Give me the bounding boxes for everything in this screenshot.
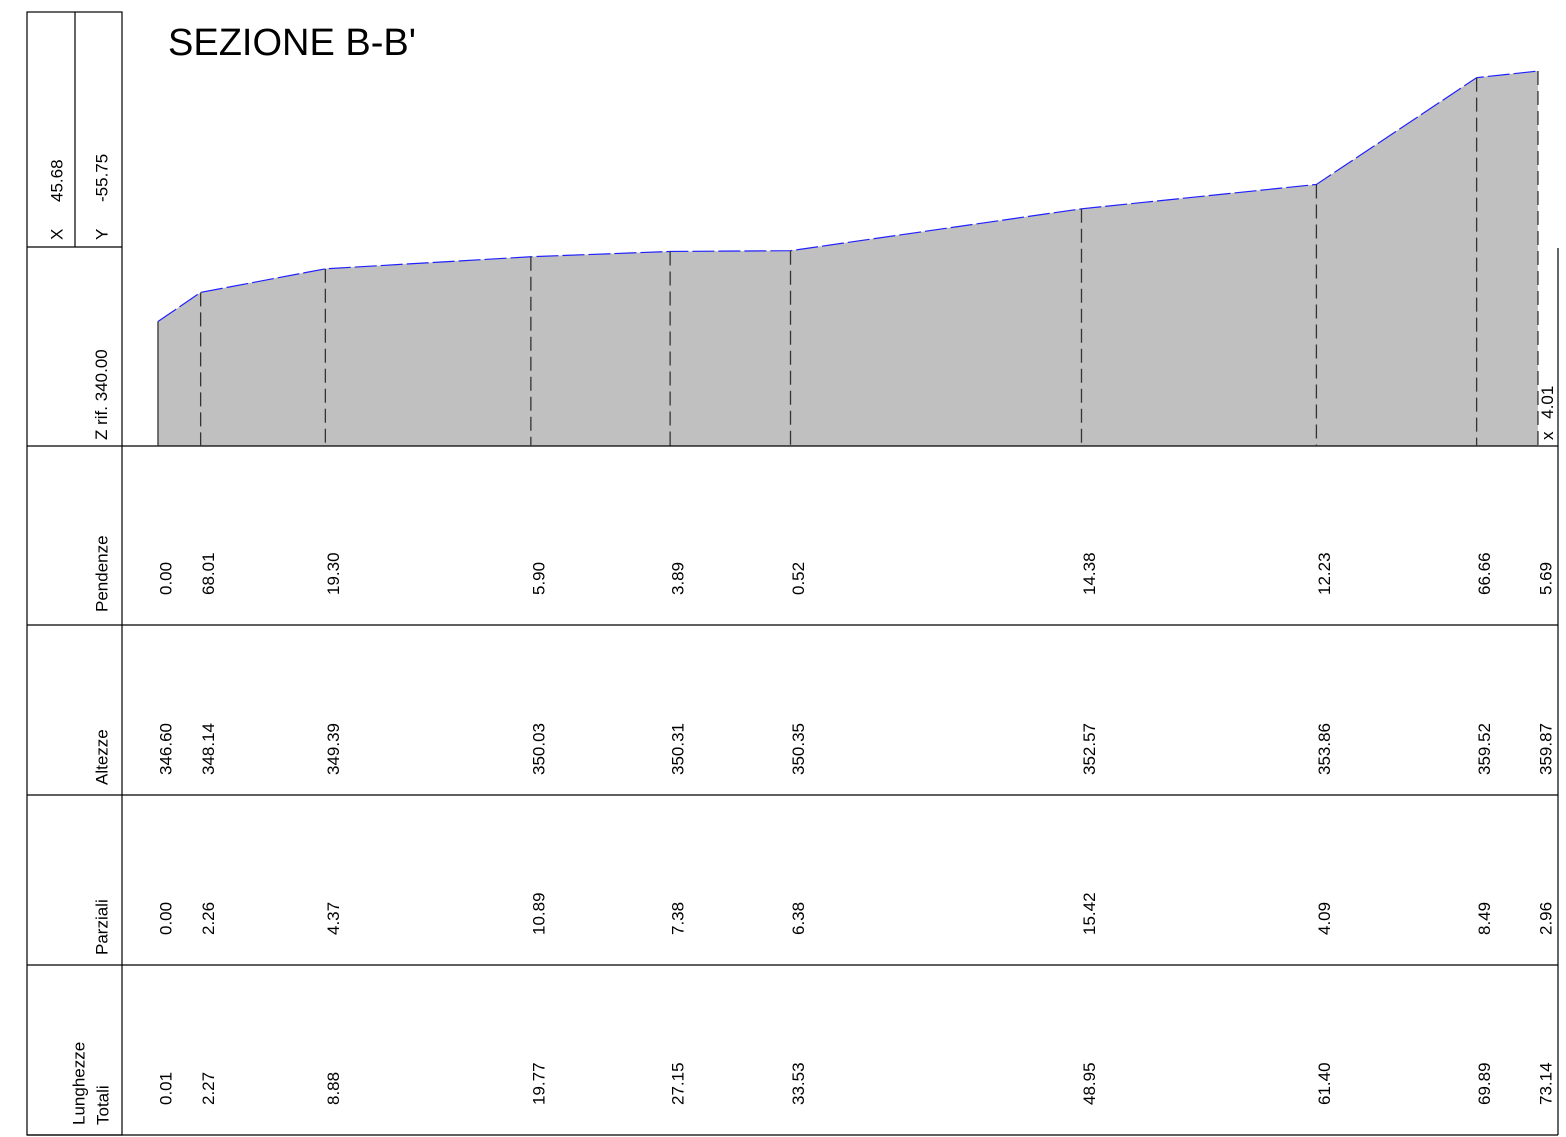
- row-label: Totali: [93, 1085, 112, 1125]
- totale-value: 0.01: [156, 1072, 175, 1105]
- pendenza-value: 66.66: [1475, 552, 1494, 595]
- ground-area: [157, 71, 1538, 446]
- pendenza-value: 5.69: [1536, 562, 1555, 595]
- ground-line: [157, 70, 1539, 322]
- row-label: Lunghezze: [69, 1042, 88, 1125]
- y-label: Y: [92, 229, 111, 240]
- z-value: 340.00: [92, 349, 111, 401]
- altezza-value: 359.87: [1536, 723, 1555, 775]
- totale-value: 2.27: [199, 1072, 218, 1105]
- frame: [26, 11, 1559, 1136]
- altezza-value: 348.14: [199, 723, 218, 775]
- altezza-value: 350.31: [669, 723, 688, 775]
- parziale-value: 2.26: [199, 902, 218, 935]
- side-value: 4.01: [1538, 386, 1557, 419]
- altezza-value: 353.86: [1315, 723, 1334, 775]
- totale-value: 19.77: [529, 1062, 548, 1105]
- side-note: x 4.01: [1538, 386, 1557, 440]
- parziale-value: 7.38: [669, 902, 688, 935]
- parziale-value: 4.09: [1315, 902, 1334, 935]
- parziale-value: 0.00: [156, 902, 175, 935]
- row-label: Pendenze: [92, 535, 111, 612]
- altezza-value: 350.03: [529, 723, 548, 775]
- row-label: Parziali: [92, 899, 111, 955]
- pendenza-value: 5.90: [529, 562, 548, 595]
- pendenza-value: 0.52: [789, 562, 808, 595]
- altezza-value: 350.35: [789, 723, 808, 775]
- y-coord: Y -55.75: [92, 154, 111, 240]
- totale-value: 48.95: [1080, 1062, 1099, 1105]
- totale-value: 8.88: [324, 1072, 343, 1105]
- parziale-value: 15.42: [1080, 892, 1099, 935]
- parziale-value: 2.96: [1536, 902, 1555, 935]
- altezza-value: 352.57: [1080, 723, 1099, 775]
- pendenza-value: 3.89: [669, 562, 688, 595]
- pendenza-value: 14.38: [1080, 552, 1099, 595]
- pendenza-value: 68.01: [199, 552, 218, 595]
- pendenza-value: 12.23: [1315, 552, 1334, 595]
- pendenza-value: 0.00: [156, 562, 175, 595]
- altezza-value: 349.39: [324, 723, 343, 775]
- y-value: -55.75: [92, 154, 111, 202]
- title: SEZIONE B-B': [168, 22, 416, 64]
- parziale-value: 6.38: [789, 902, 808, 935]
- parziale-value: 8.49: [1475, 902, 1494, 935]
- parziale-value: 4.37: [324, 902, 343, 935]
- totale-value: 61.40: [1315, 1062, 1334, 1105]
- x-value: 45.68: [47, 159, 66, 202]
- totale-value: 73.14: [1536, 1062, 1555, 1105]
- z-label: Z rif.: [92, 406, 111, 440]
- pendenza-value: 19.30: [324, 552, 343, 595]
- row-label: Altezze: [92, 729, 111, 785]
- totale-value: 69.89: [1475, 1062, 1494, 1105]
- altezza-value: 359.52: [1475, 723, 1494, 775]
- z-ref: Z rif. 340.00: [92, 349, 111, 440]
- totale-value: 27.15: [669, 1062, 688, 1105]
- altezza-value: 346.60: [156, 723, 175, 775]
- x-coord: X 45.68: [47, 159, 66, 240]
- totale-value: 33.53: [789, 1062, 808, 1105]
- x-label: X: [47, 229, 66, 240]
- parziale-value: 10.89: [529, 892, 548, 935]
- side-label: x: [1538, 431, 1557, 440]
